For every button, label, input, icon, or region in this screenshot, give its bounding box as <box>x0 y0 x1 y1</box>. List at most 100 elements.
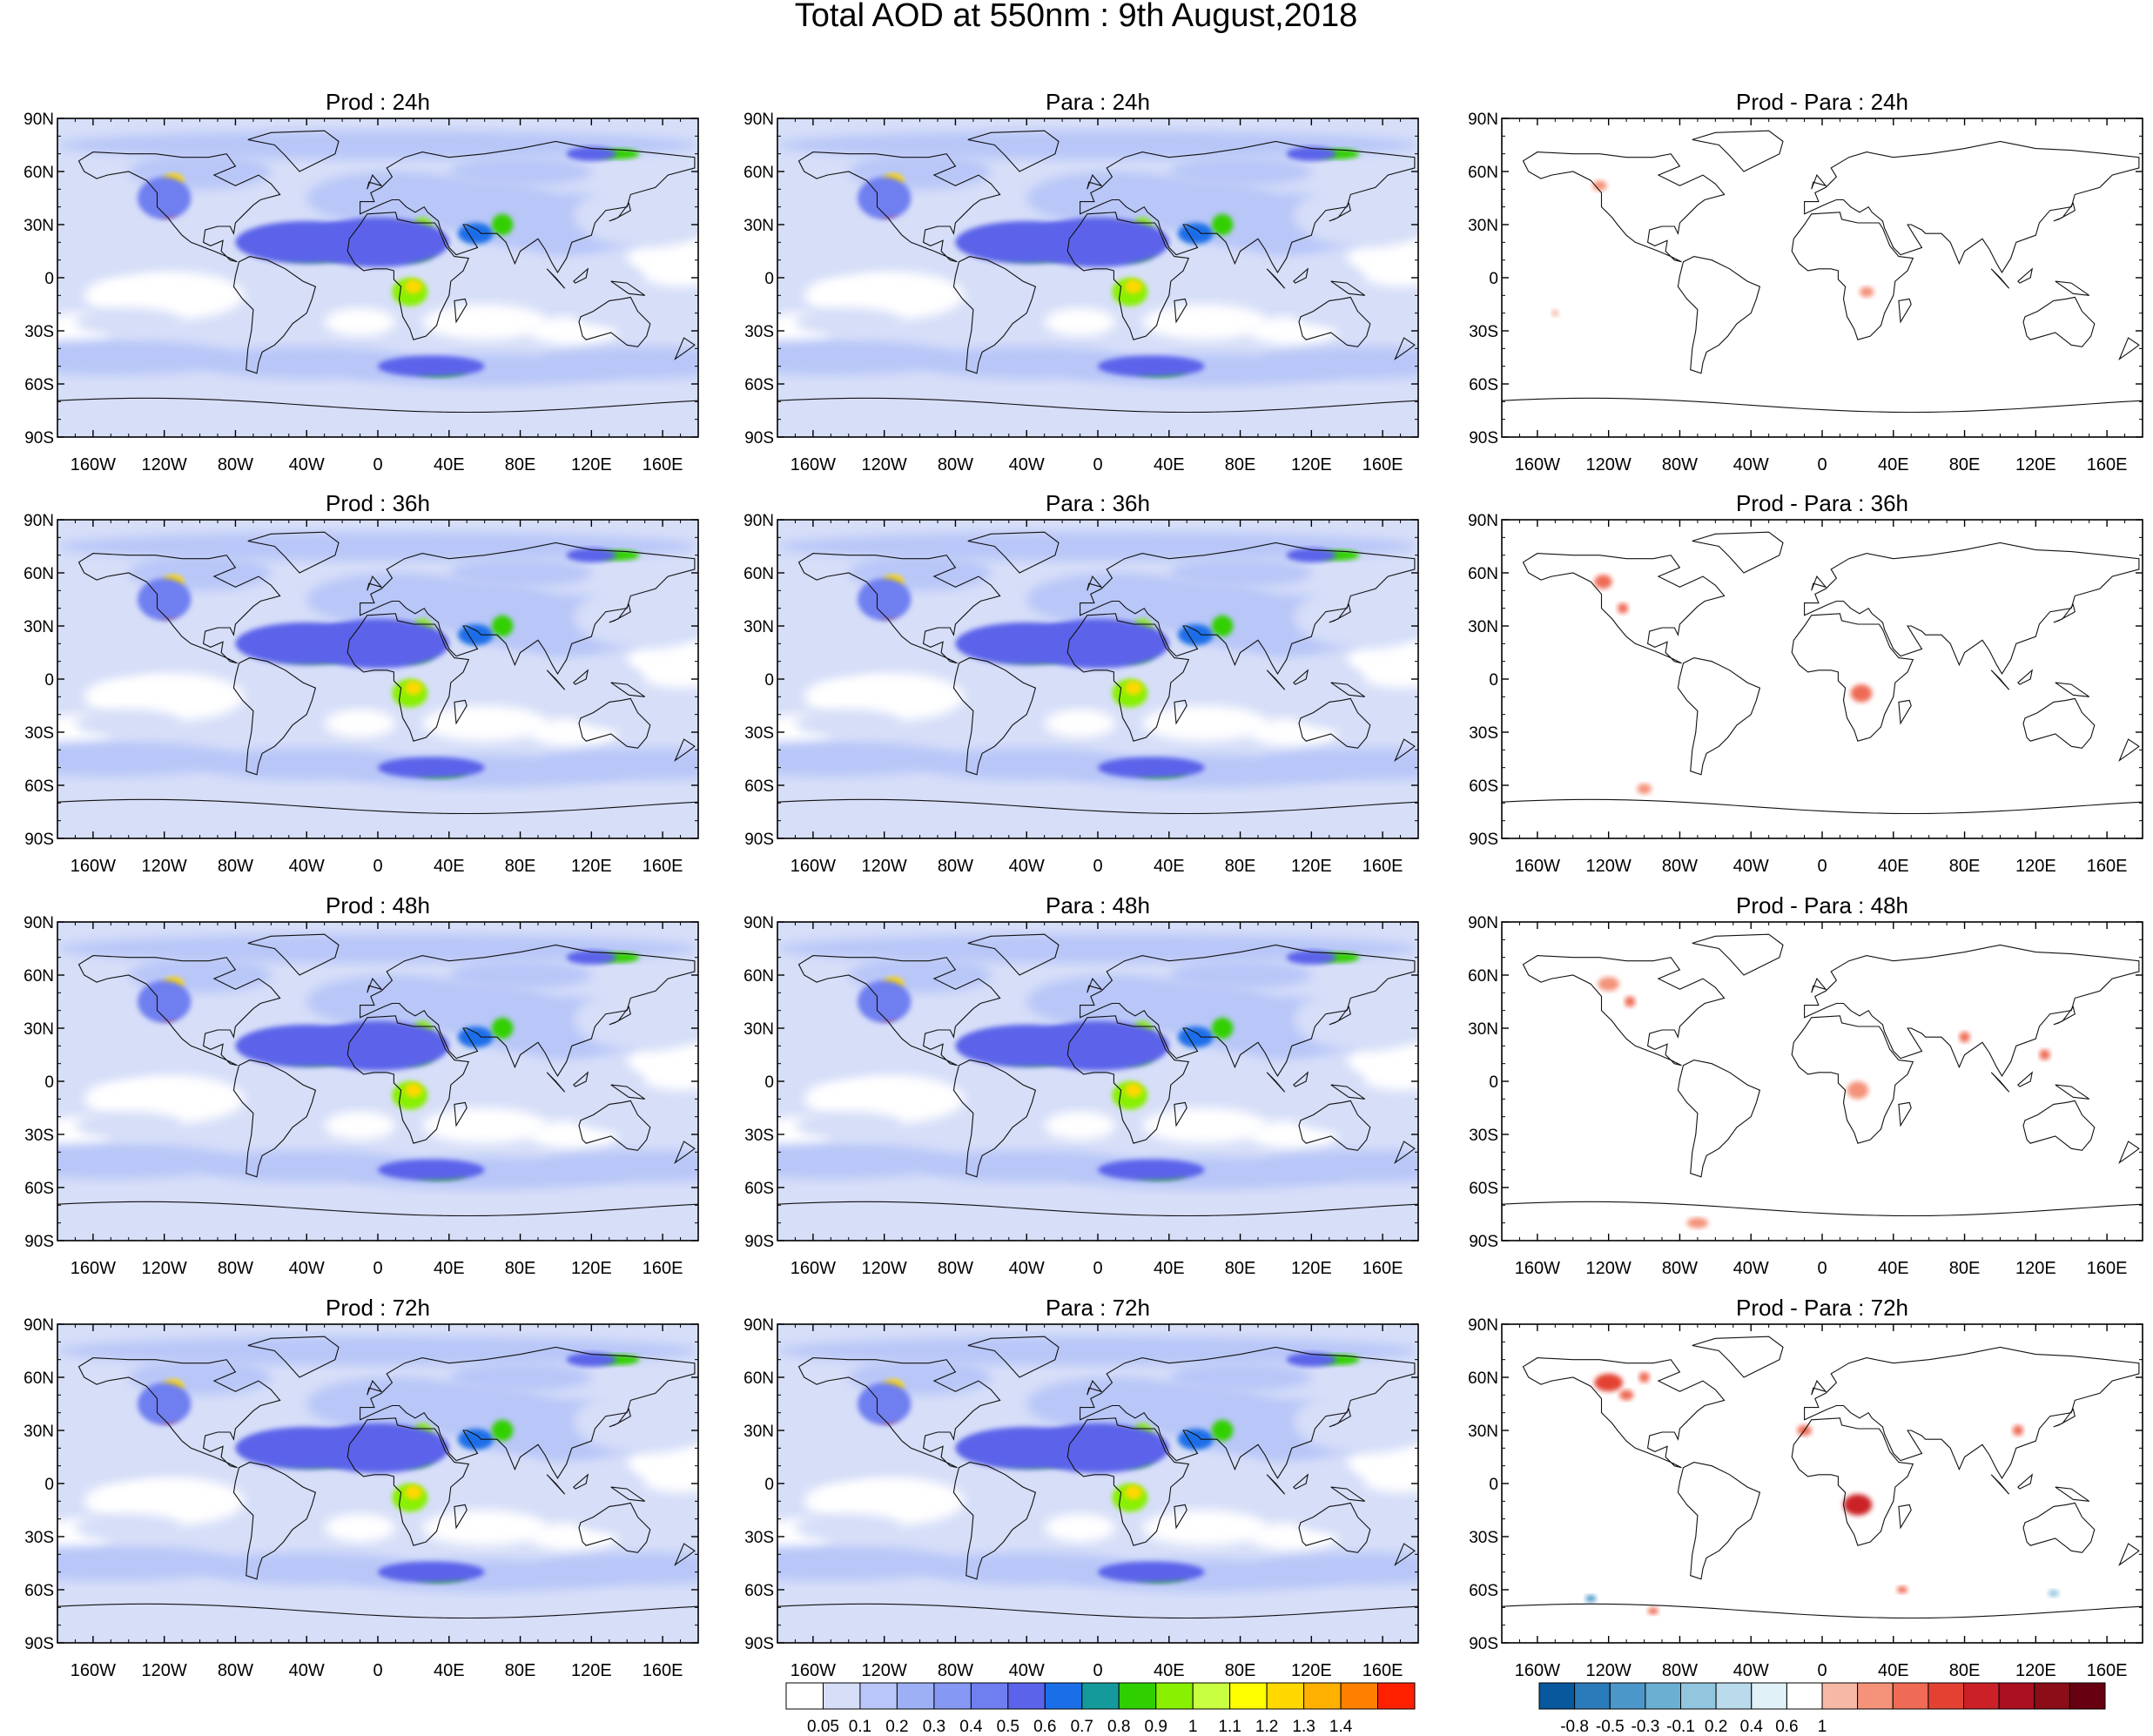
aod-hotspot <box>404 681 423 696</box>
lon-label: 160W <box>1515 455 1560 474</box>
coastline <box>1174 1101 1188 1127</box>
lat-label: 0 <box>44 1476 54 1494</box>
aod-plume <box>777 741 956 777</box>
lat-label: 90S <box>24 1233 54 1251</box>
coastline <box>610 1486 646 1502</box>
aod-plume <box>538 347 698 379</box>
lon-label: 120W <box>1586 857 1632 876</box>
coastline <box>674 738 696 763</box>
clean-region <box>1044 307 1116 337</box>
map-field <box>1502 922 2143 1241</box>
coastline <box>1066 212 1190 340</box>
panel-title: Prod - Para : 36h <box>1736 490 1908 516</box>
lat-label: 30N <box>24 217 54 235</box>
lon-label: 160W <box>71 455 116 474</box>
lat-label: 30S <box>744 323 774 341</box>
coastline <box>1898 1504 1912 1530</box>
coastline <box>1677 657 1761 776</box>
lat-label: 90S <box>24 831 54 849</box>
lat-label: 30N <box>24 1423 54 1441</box>
panel-title: Prod - Para : 72h <box>1736 1295 1908 1321</box>
coastline <box>232 1060 317 1178</box>
lon-label: 0 <box>1817 1661 1827 1680</box>
aod-plume <box>75 709 183 738</box>
lat-label: 90N <box>1468 512 1498 530</box>
lon-label: 120W <box>862 1661 907 1680</box>
antarctica-coast <box>777 397 1418 414</box>
lon-label: 120E <box>2015 455 2056 474</box>
lat-label: 30N <box>743 1020 774 1039</box>
coastline <box>2017 267 2034 284</box>
lon-label: 40W <box>1733 857 1769 876</box>
lat-label: 0 <box>44 1073 54 1092</box>
panel-title: Prod : 48h <box>326 892 430 918</box>
coastline <box>1522 1357 1726 1469</box>
aod-hotspot <box>1178 1429 1214 1450</box>
coastline <box>247 130 340 172</box>
panel-title: Prod - Para : 48h <box>1736 892 1908 918</box>
coastline <box>1080 944 1416 1077</box>
diff-spot <box>1843 1494 1873 1516</box>
aod-hotspot <box>1286 1352 1336 1367</box>
aod-hotspot <box>458 624 494 646</box>
aod-plume <box>413 1453 556 1497</box>
aod-hotspot <box>1124 1485 1143 1500</box>
aod-plume <box>991 673 1098 703</box>
colorbar-box <box>1303 1682 1342 1710</box>
clean-region <box>1142 1510 1268 1546</box>
colorbar-box <box>1928 1682 1964 1710</box>
lat-label: 30N <box>1468 217 1498 235</box>
lat-label: 90S <box>1469 1233 1498 1251</box>
map-panel: Prod - Para : 24h 90N 60N 30N 0 30S 60S 90S 160W… <box>1468 89 2143 474</box>
coastline <box>1298 697 1371 749</box>
coastline <box>1804 944 2140 1077</box>
aod-hotspot <box>491 1017 514 1040</box>
aod-plume <box>991 1477 1098 1507</box>
lat-label: 90S <box>744 429 774 447</box>
coastline <box>1266 670 1286 690</box>
lon-label: 120E <box>571 1661 612 1680</box>
aod-plume <box>1168 1363 1312 1392</box>
coastline <box>1174 699 1188 725</box>
aod-plume <box>1168 558 1312 588</box>
lat-label: 60S <box>1469 376 1498 394</box>
antarctica-coast <box>1502 1603 2143 1619</box>
antarctica-coast <box>57 397 698 414</box>
lon-label: 0 <box>1093 1661 1102 1680</box>
map-panel: Prod - Para : 48h 90N 60N 30N 0 30S 60S 90S 160W… <box>1468 892 2143 1278</box>
lon-label: 40W <box>289 1661 325 1680</box>
clean-region <box>324 709 396 738</box>
aod-hotspot <box>858 177 912 219</box>
lon-label: 0 <box>373 455 382 474</box>
lon-label: 40E <box>1878 1259 1909 1278</box>
map-panel: Prod : 48h 90N 60N 30N 0 30S 60S 90S 160W 120W 80W… <box>24 892 699 1278</box>
aod-hotspot <box>378 355 485 377</box>
panel-title: Prod : 24h <box>326 89 430 115</box>
map-panel: Prod : 72h 90N 60N 30N 0 30S 60S 90S 160W 120W 80W… <box>24 1295 699 1680</box>
aod-plume <box>57 741 236 777</box>
clean-region <box>422 1510 548 1546</box>
map-field <box>777 1324 1418 1643</box>
lon-label: 160E <box>643 1661 683 1680</box>
aod-hotspot <box>1178 1026 1214 1048</box>
colorbar-label: 1.1 <box>1218 1718 1241 1736</box>
aod-plume <box>57 230 165 273</box>
aod-plume <box>413 1051 556 1094</box>
coastline <box>967 130 1060 172</box>
aod-hotspot <box>306 1423 449 1473</box>
coastline <box>1298 1502 1371 1553</box>
lat-label: 90N <box>24 1316 54 1335</box>
aod-plume <box>573 987 698 1052</box>
coastline <box>2118 337 2140 361</box>
coastline <box>1394 1141 1416 1165</box>
colorbar-box <box>1963 1682 2000 1710</box>
diff-spot <box>1850 684 1873 703</box>
lon-label: 160E <box>2087 1661 2128 1680</box>
coastline <box>1804 140 2140 273</box>
lon-label: 40E <box>434 1259 465 1278</box>
aod-plume <box>1258 1465 1365 1502</box>
map-panel: Prod - Para : 72h 90N 60N 30N 0 30S 60S 90S 160W… <box>1468 1295 2143 1680</box>
diff-spot <box>1637 784 1652 795</box>
colorbar-label: -0.3 <box>1632 1718 1660 1736</box>
diff-spot <box>1598 977 1619 992</box>
